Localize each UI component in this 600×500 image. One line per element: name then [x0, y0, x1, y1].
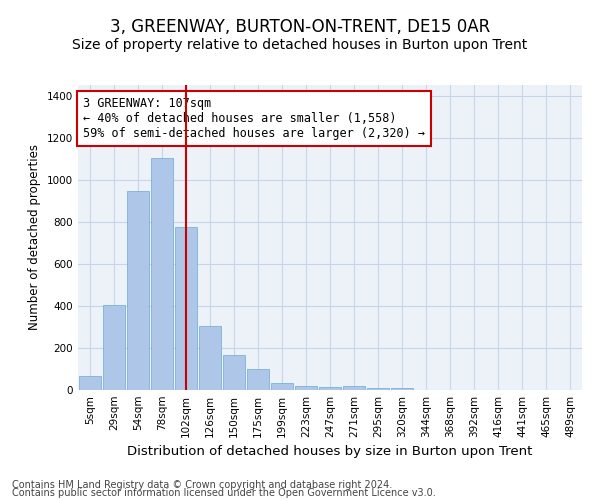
Bar [367, 388, 389, 390]
Bar [175, 227, 197, 390]
X-axis label: Distribution of detached houses by size in Burton upon Trent: Distribution of detached houses by size … [127, 446, 533, 458]
Bar [391, 388, 413, 390]
Bar [247, 369, 269, 390]
Text: Contains HM Land Registry data © Crown copyright and database right 2024.: Contains HM Land Registry data © Crown c… [12, 480, 392, 490]
Text: 3, GREENWAY, BURTON-ON-TRENT, DE15 0AR: 3, GREENWAY, BURTON-ON-TRENT, DE15 0AR [110, 18, 490, 36]
Bar [271, 382, 293, 390]
Bar [127, 191, 149, 390]
Bar [103, 305, 125, 390]
Text: 3 GREENWAY: 107sqm
← 40% of detached houses are smaller (1,558)
59% of semi-deta: 3 GREENWAY: 107sqm ← 40% of detached hou… [83, 97, 425, 140]
Text: Size of property relative to detached houses in Burton upon Trent: Size of property relative to detached ho… [73, 38, 527, 52]
Bar [343, 386, 365, 390]
Y-axis label: Number of detached properties: Number of detached properties [28, 144, 41, 330]
Bar [295, 386, 317, 390]
Bar [79, 376, 101, 390]
Bar [151, 158, 173, 390]
Bar [199, 326, 221, 390]
Bar [319, 387, 341, 390]
Bar [223, 356, 245, 390]
Text: Contains public sector information licensed under the Open Government Licence v3: Contains public sector information licen… [12, 488, 436, 498]
